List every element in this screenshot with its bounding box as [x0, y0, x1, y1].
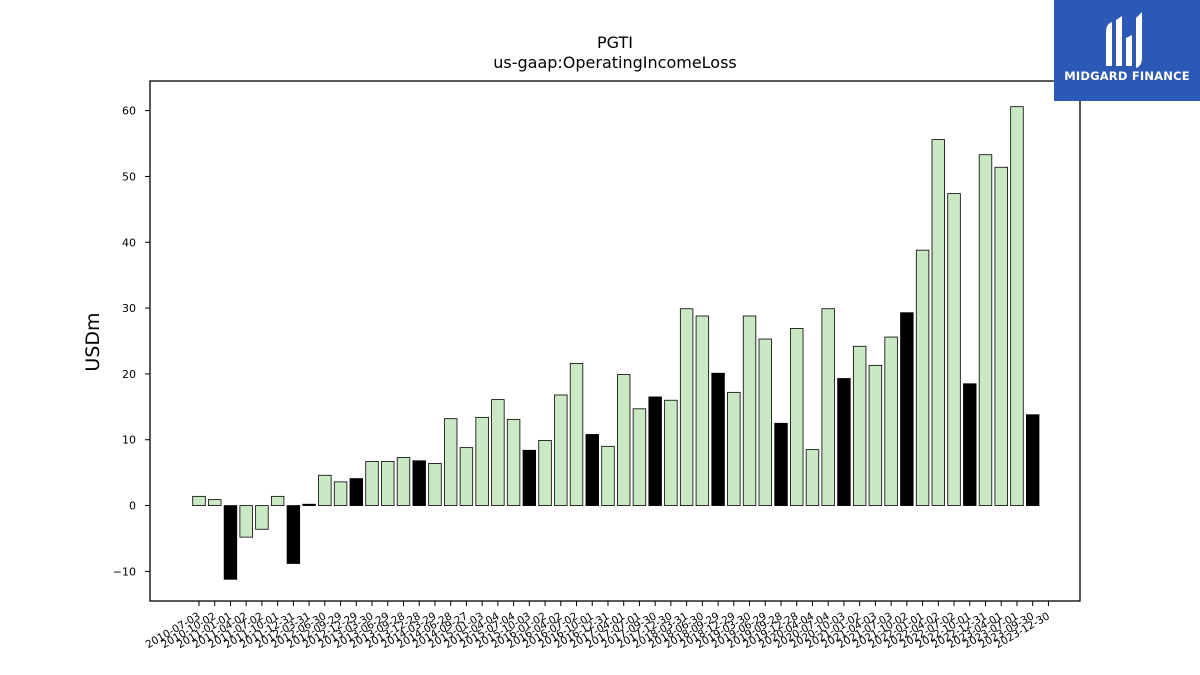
bar-2020-04-04: [805, 449, 820, 506]
bar-2011-12-31: [286, 505, 301, 564]
bar-2011-10-01: [270, 495, 285, 506]
bar-2013-12-28: [412, 460, 426, 506]
bar-2023-04-01: [994, 166, 1008, 506]
bar-2013-09-28: [396, 457, 411, 506]
bar-2017-07-01: [632, 408, 647, 506]
bar-2019-12-28: [790, 328, 804, 506]
bar-2018-03-31: [679, 308, 694, 506]
y-tick-label: 20: [122, 368, 136, 381]
midgard-finance-logo-icon: [1106, 12, 1142, 68]
bar-2012-06-30: [318, 474, 332, 506]
bar-2014-09-27: [459, 447, 474, 506]
bar-2016-04-02: [554, 394, 568, 506]
bar-2020-10-03: [837, 378, 851, 506]
bar-2016-10-01: [585, 434, 599, 506]
bar-2017-04-01: [617, 374, 631, 506]
bar-2014-06-28: [443, 418, 458, 506]
bar-2019-03-30: [742, 315, 757, 506]
bar-2022-10-01: [963, 383, 977, 506]
y-tick-label: 0: [129, 500, 136, 513]
bar-2015-10-03: [522, 449, 537, 506]
bar-2019-09-28: [774, 422, 788, 506]
bar-2012-12-29: [349, 478, 364, 506]
y-tick-label: 30: [122, 302, 136, 315]
bar-2020-07-04: [821, 308, 835, 506]
bar-2012-09-29: [333, 481, 348, 506]
y-tick-label: 50: [122, 170, 136, 183]
bar-2018-09-29: [711, 372, 725, 506]
bar-2021-01-02: [852, 345, 867, 506]
bar-2016-07-02: [569, 362, 584, 506]
bar-2011-04-02: [239, 505, 253, 538]
bar-2011-07-02: [255, 505, 269, 530]
y-tick-label: −10: [113, 565, 136, 578]
chart-title: PGTI: [597, 33, 633, 52]
bar-2010-10-02: [208, 499, 222, 506]
y-axis: −10 0 10 20 30 40 50 60: [113, 105, 150, 578]
y-tick-label: 40: [122, 236, 136, 249]
bar-2010-07-03: [192, 495, 206, 506]
x-axis: 2010-07-032010-10-022011-01-012011-04-02…: [144, 601, 1052, 651]
bar-2012-03-31: [302, 503, 316, 506]
bar-2021-10-02: [900, 312, 914, 506]
bar-2021-07-03: [884, 336, 898, 506]
brand-logo: MIDGARD FINANCE: [1054, 0, 1200, 101]
bar-2021-04-03: [868, 364, 883, 506]
y-tick-label: 10: [122, 434, 136, 447]
bar-2023-07-01: [1010, 106, 1024, 506]
bar-2014-03-29: [428, 463, 442, 506]
bar-2017-09-30: [648, 396, 662, 506]
bar-2016-01-02: [538, 439, 552, 506]
bar-2015-07-04: [506, 418, 521, 506]
bar-2017-12-30: [664, 399, 678, 506]
bar-2023-09-30: [1025, 414, 1040, 506]
bar-2015-04-04: [491, 399, 505, 506]
bar-2019-06-29: [758, 338, 772, 506]
bar-2022-07-02: [947, 193, 961, 506]
bar-2013-06-29: [381, 461, 395, 506]
chart-subtitle: us-gaap:OperatingIncomeLoss: [493, 53, 737, 72]
bar-2022-01-01: [915, 249, 930, 506]
bar-2016-12-31: [601, 445, 615, 506]
bars-group: [192, 106, 1040, 580]
bar-2022-04-02: [931, 139, 946, 506]
bar-2015-01-03: [475, 416, 489, 506]
bar-2018-06-30: [695, 315, 710, 506]
y-tick-label: 60: [122, 105, 136, 118]
y-axis-label: USDm: [82, 312, 104, 371]
bar-2011-01-01: [223, 505, 238, 580]
plot-frame: [149, 80, 1081, 602]
bar-2018-12-29: [727, 391, 741, 506]
brand-name: MIDGARD FINANCE: [1064, 69, 1190, 83]
bar-2013-03-30: [365, 461, 379, 506]
bar-2022-12-31: [978, 154, 993, 506]
